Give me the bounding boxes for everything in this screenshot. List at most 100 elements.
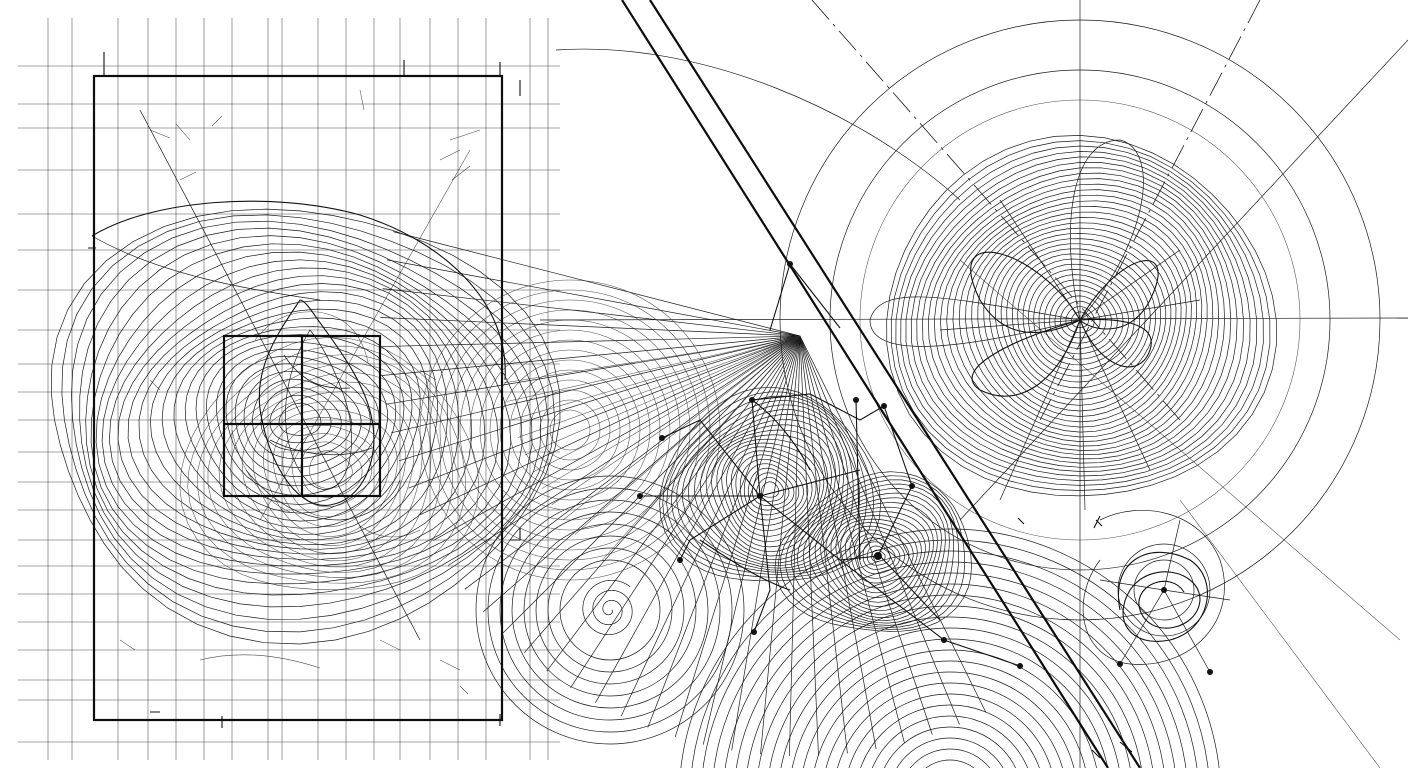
left-edge-arc-ring [519,379,621,481]
right-target-ring [952,200,1203,442]
shell-ring-left [760,481,780,498]
fan-ray-lower [511,335,801,420]
left-contour-loop [173,317,421,529]
fan-ray [381,335,801,376]
left-contour-loop [278,402,322,436]
shell-ring-right [854,533,905,579]
bottom-arc-ring [736,583,1164,768]
shell-ring-left [676,404,854,571]
left-contour-loop-secondary [241,391,415,555]
bottom-arc-ring [825,671,1075,768]
bottom-arc-ring [680,528,1220,768]
shell-ring-right [802,492,946,621]
fan-ray [546,335,801,672]
fan-ray [674,335,801,738]
shell-ring-right [835,518,922,598]
spiral-outer-ring [559,559,661,661]
right-target-ring [910,162,1244,472]
shell-ring-right [844,525,914,589]
fan-ray [620,335,801,717]
bottom-arc-ring [837,682,1063,768]
left-contour-loop-secondary [207,362,442,573]
fan-ray [799,335,819,756]
right-target-ring [927,178,1225,460]
left-central-cross [224,336,380,496]
right-knot-figure [1082,510,1231,675]
bottom-arc-ring [691,539,1209,768]
right-target-ring [1022,263,1141,377]
left-contour-loop [252,378,352,460]
shell-ring-left [743,463,800,516]
fan-ray [433,335,801,541]
fan-ray-lower [601,335,801,562]
shell-ring-right [830,515,926,603]
shell-ring-right [797,488,950,624]
bottom-arc-ring [702,550,1198,768]
shell-ring-right [871,549,886,562]
right-concentric-rings [886,135,1277,497]
fan-ray [386,259,801,337]
left-edge-arc-ring [419,279,721,581]
fan-ray-lower [507,335,801,402]
shell-ring-left [705,429,832,557]
left-concentric-contours [50,208,561,645]
fan-ray [393,231,801,337]
right-drawing-panel [380,0,1408,768]
right-target-ring [1006,248,1156,395]
fan-ray [799,335,877,750]
fan-ray [702,335,801,745]
fan-ray-lower [551,335,801,505]
left-contour-loop [95,251,512,575]
right-target-ring [983,227,1177,417]
shell-nodes [637,261,1023,669]
spiral-curve [582,579,633,636]
shell-ring-right [820,506,934,612]
shell-ring-left [659,386,882,582]
left-contour-loop [234,363,371,477]
bottom-arc-ring [871,715,1029,768]
shell-ring-right [785,479,960,628]
right-target-ring [977,222,1182,423]
left-contour-loop [117,275,472,555]
fan-ray [408,335,801,489]
fan-ray [448,335,801,566]
right-target-ring [1011,253,1151,389]
left-edge-arc-ring [479,339,661,521]
bottom-arc-ring [884,726,1016,768]
right-target-ring [1054,295,1107,344]
shell-ring-right [774,471,972,632]
left-drawing-panel [18,18,561,760]
shell-ring-left [747,467,795,511]
bottom-arc-ring [791,638,1109,768]
left-edge-arc-ring [539,399,601,461]
left-contour-loop-secondary [179,337,480,591]
bottom-arc-ring [758,605,1142,768]
shell-ring-right [849,529,910,584]
spiral-outer-ring [475,475,745,745]
left-contour-loop [243,370,362,468]
right-target-ring [900,151,1258,481]
fan-ray [385,335,801,405]
right-petal-form [869,139,1201,511]
shell-ring-left [730,450,813,532]
diagonal-band-edge-1 [621,0,1109,768]
left-sweeping-curve [91,200,506,381]
left-edge-arc-ring [549,409,591,451]
fan-ray [380,317,801,337]
fan-ray [595,335,801,703]
left-contour-loop [85,235,533,596]
right-target-ring [1028,269,1135,371]
fan-ray-lower [562,335,801,521]
bottom-arc-ring [896,737,1004,768]
left-edge-arc-ring [529,389,611,471]
left-contour-loop-secondary [252,400,406,546]
shell-ring-left [694,419,840,564]
shell-ring-right [840,522,918,594]
shell-ring-left [671,399,860,573]
left-sweeping-curve-2 [91,235,321,301]
fan-ray-lower [587,335,801,549]
shell-ring-right [825,511,930,607]
shell-ring-left [756,476,785,502]
left-contour-loop-secondary [196,354,453,578]
fan-ray [464,335,801,590]
